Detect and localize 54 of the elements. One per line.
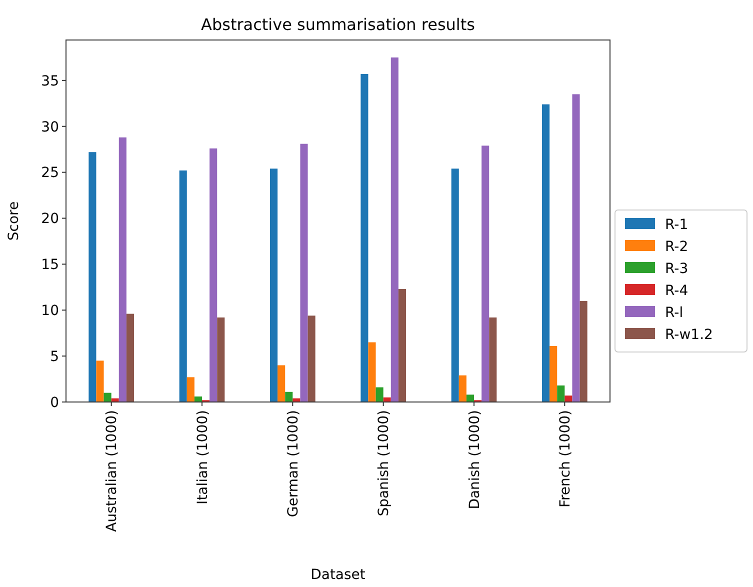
bar <box>210 148 218 402</box>
legend-label: R-3 <box>665 260 688 277</box>
bar <box>278 365 286 402</box>
bar <box>564 396 572 402</box>
x-tick-label: Australian (1000) <box>104 410 120 532</box>
bar <box>118 137 126 402</box>
bar <box>376 387 384 402</box>
bar <box>360 74 368 402</box>
bar <box>104 392 112 402</box>
x-tick-label: Danish (1000) <box>466 410 483 510</box>
y-tick-label: 0 <box>50 394 59 411</box>
y-tick-label: 10 <box>41 303 59 320</box>
bar <box>96 360 104 402</box>
bar <box>482 146 490 402</box>
bar <box>458 375 466 402</box>
bar <box>126 314 134 402</box>
bar <box>217 317 225 402</box>
bar <box>466 394 474 402</box>
bar <box>398 288 406 402</box>
bar <box>542 104 550 402</box>
bar <box>186 377 194 402</box>
bar <box>557 385 565 402</box>
bar <box>580 300 588 402</box>
legend-label: R-l <box>665 304 684 321</box>
bar <box>179 170 187 402</box>
bar <box>300 144 308 402</box>
legend-label: R-1 <box>665 216 688 233</box>
legend-label: R-w1.2 <box>665 326 713 343</box>
y-tick-label: 30 <box>41 119 59 136</box>
y-tick-label: 5 <box>50 348 59 365</box>
bar <box>88 152 96 402</box>
bar <box>390 57 398 402</box>
bar <box>285 392 293 402</box>
bar <box>451 168 459 402</box>
bar <box>308 316 316 402</box>
y-tick-label: 35 <box>41 73 59 90</box>
x-tick-label: Spanish (1000) <box>376 410 392 516</box>
chart-title: Abstractive summarisation results <box>201 15 475 34</box>
bar <box>572 94 580 402</box>
bar <box>194 396 202 402</box>
y-tick-label: 25 <box>41 165 59 182</box>
bar <box>368 342 376 402</box>
y-axis-title: Score <box>6 201 22 241</box>
legend-label: R-2 <box>665 238 688 255</box>
bar <box>550 346 558 402</box>
bar <box>270 168 278 402</box>
x-axis-title: Dataset <box>310 567 366 583</box>
x-tick-label: German (1000) <box>286 410 302 518</box>
x-tick-label: Italian (1000) <box>194 410 211 504</box>
legend-label: R-4 <box>665 282 688 299</box>
y-tick-label: 15 <box>41 257 59 274</box>
bar <box>489 317 497 402</box>
y-tick-label: 20 <box>41 211 59 228</box>
x-tick-label: French (1000) <box>558 410 574 508</box>
